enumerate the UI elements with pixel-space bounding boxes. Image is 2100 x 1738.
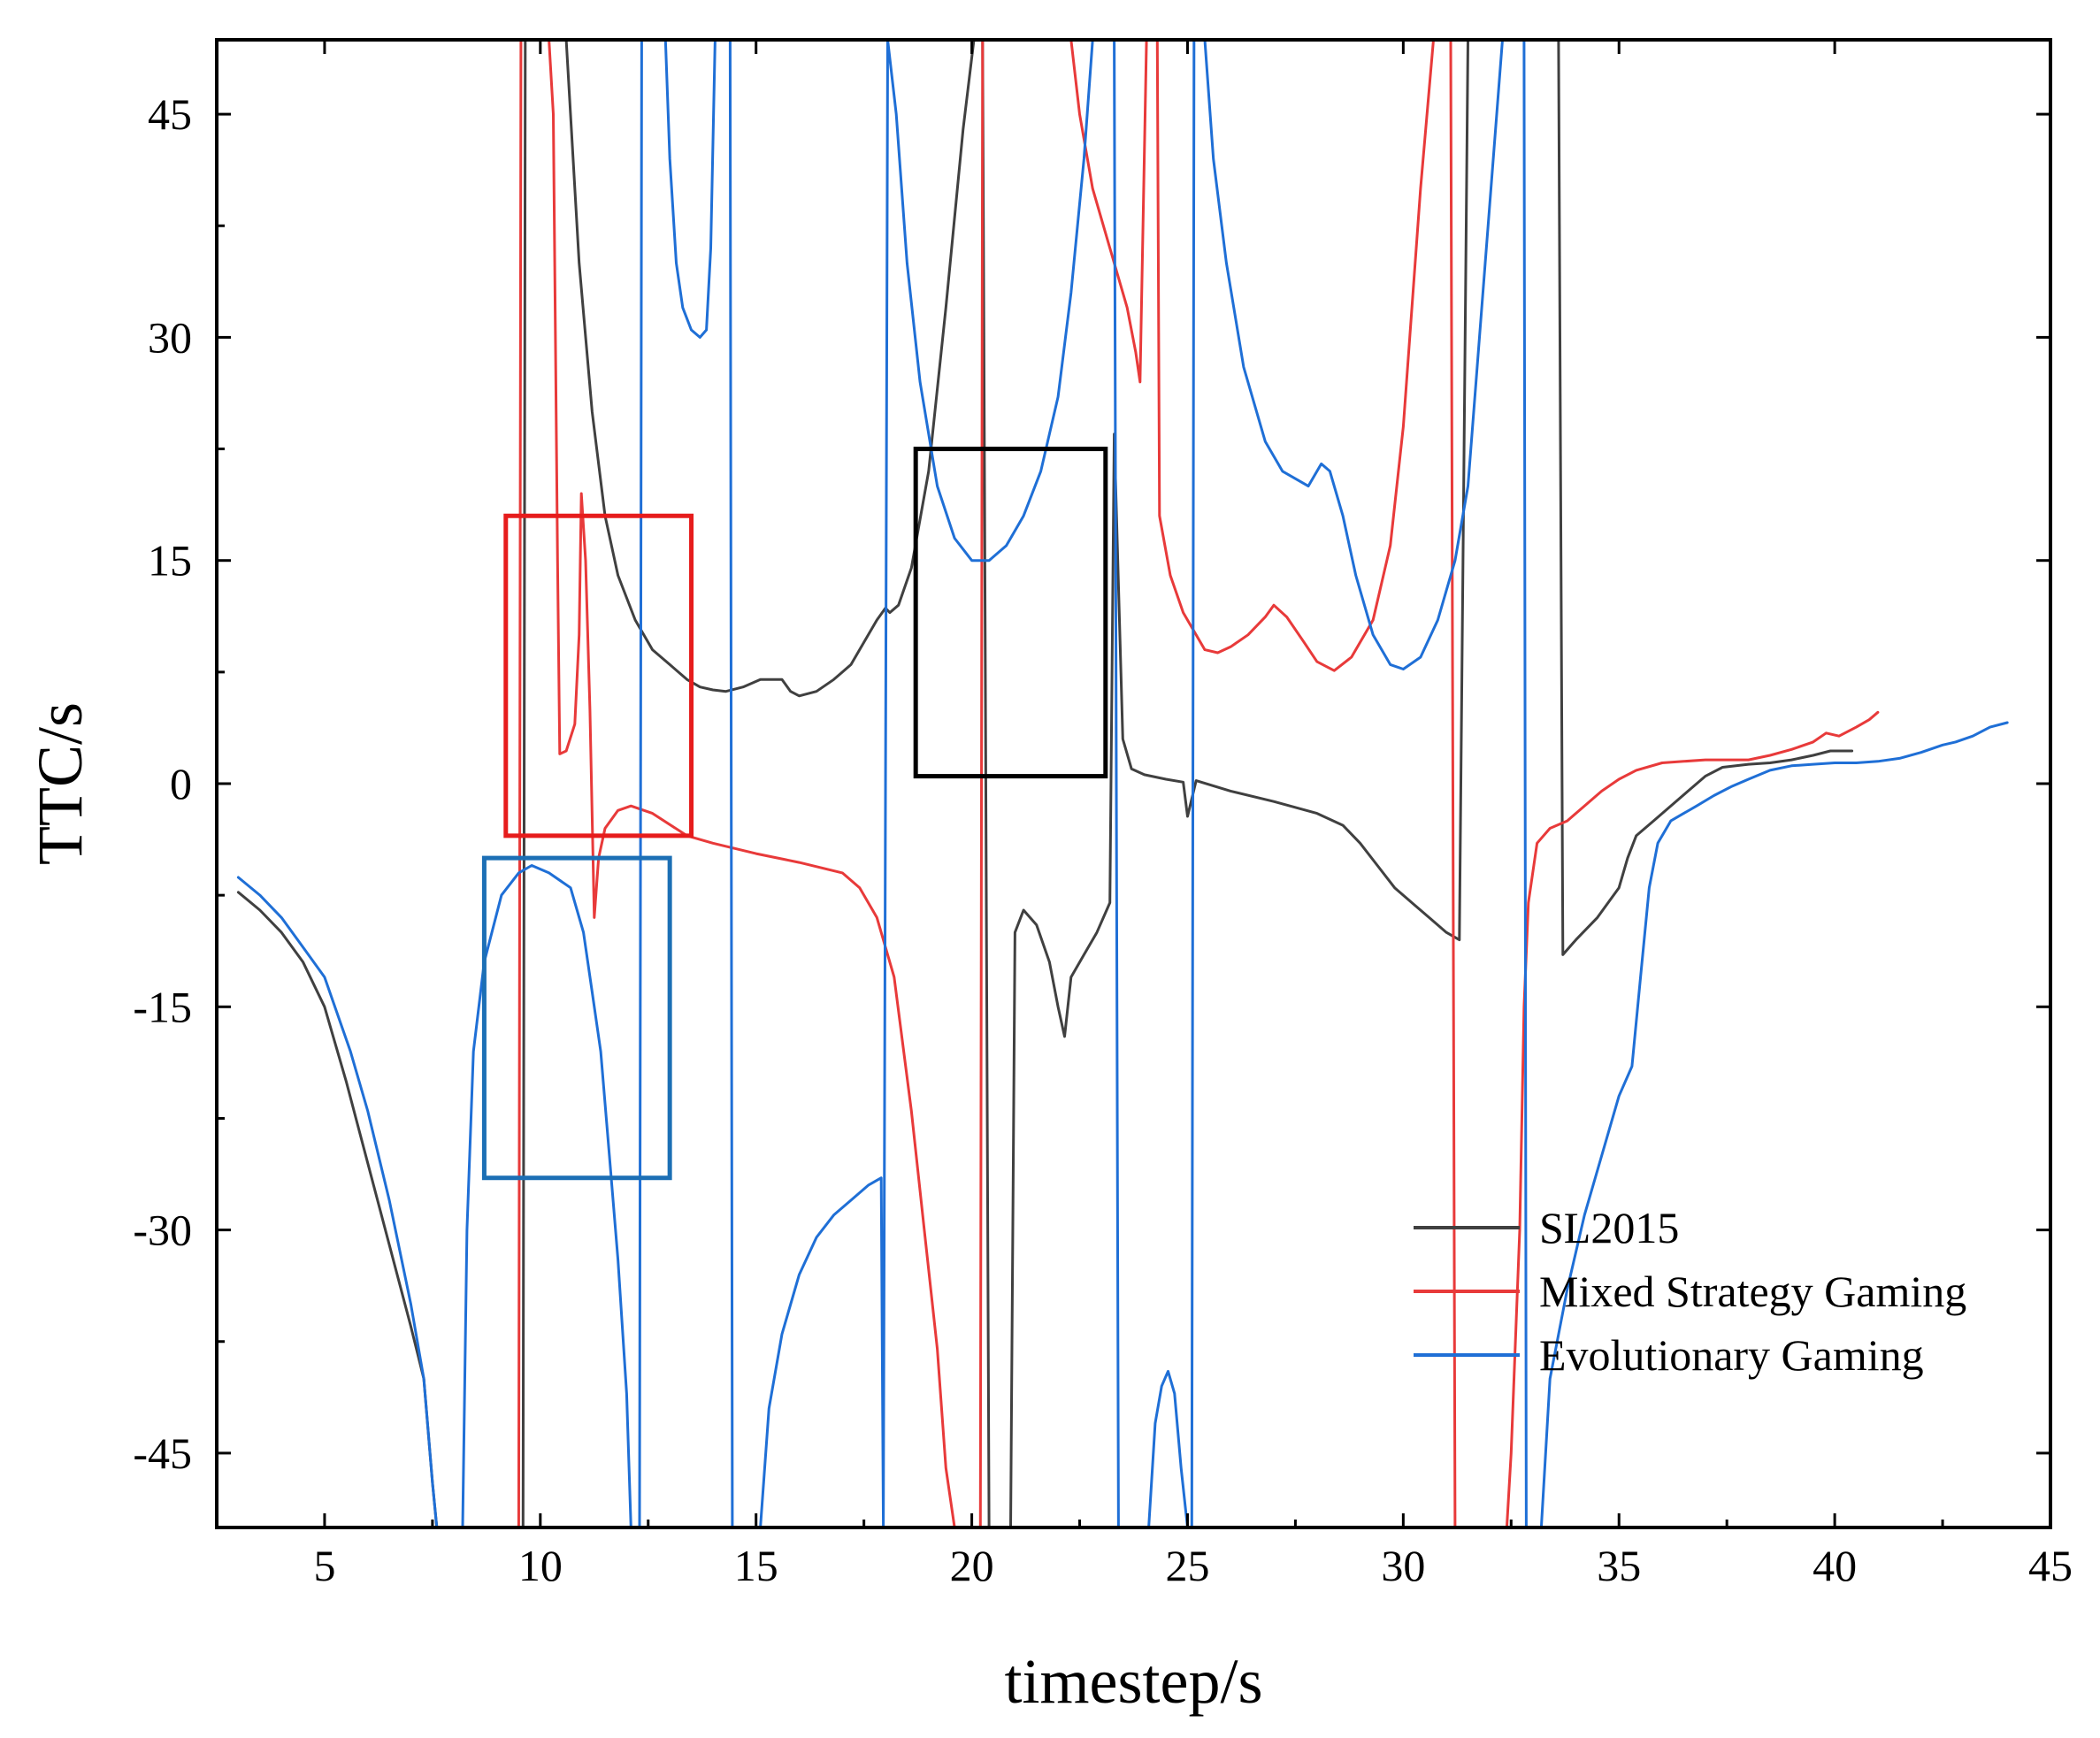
x-tick-label: 35 [1597, 1541, 1641, 1590]
legend: SL2015 Mixed Strategy Gaming Evolutionary … [1414, 1203, 1966, 1380]
x-tick-label: 30 [1381, 1541, 1425, 1590]
legend-label-3: Evolutionary Gaming [1539, 1330, 1924, 1380]
y-tick-label: -30 [133, 1206, 192, 1255]
y-tick-label: 45 [148, 89, 192, 139]
x-tick-label: 20 [950, 1541, 994, 1590]
y-axis-title: TTC/s [25, 702, 96, 865]
highlight-box-1 [503, 513, 694, 838]
x-tick-label: 5 [313, 1541, 335, 1590]
highlight-box-2 [481, 855, 672, 1181]
x-tick-label: 10 [518, 1541, 563, 1590]
x-tick-label: 25 [1165, 1541, 1209, 1590]
legend-label-2: Mixed Strategy Gaming [1539, 1267, 1966, 1316]
x-tick-label: 15 [734, 1541, 778, 1590]
legend-label-1: SL2015 [1539, 1203, 1679, 1252]
y-tick-label: 30 [148, 312, 192, 362]
y-tick-label: -45 [133, 1428, 192, 1478]
y-tick-label: 0 [170, 759, 192, 808]
series-line-3 [236, 40, 2009, 1527]
y-tick-label: 15 [148, 536, 192, 586]
axis-ticks [215, 40, 2052, 1527]
y-tick-label: -15 [133, 982, 192, 1031]
highlight-boxes [481, 447, 1108, 1181]
series-line-1 [236, 40, 1854, 1527]
tick-labels: 5 10 15 20 25 30 35 40 45 -45 -30 -15 0 15 30 45 [133, 89, 2073, 1590]
x-tick-label: 40 [1813, 1541, 1857, 1590]
x-tick-label: 45 [2028, 1541, 2073, 1590]
highlight-box-3 [913, 447, 1108, 779]
x-axis-title: timestep/s [1005, 1646, 1263, 1717]
